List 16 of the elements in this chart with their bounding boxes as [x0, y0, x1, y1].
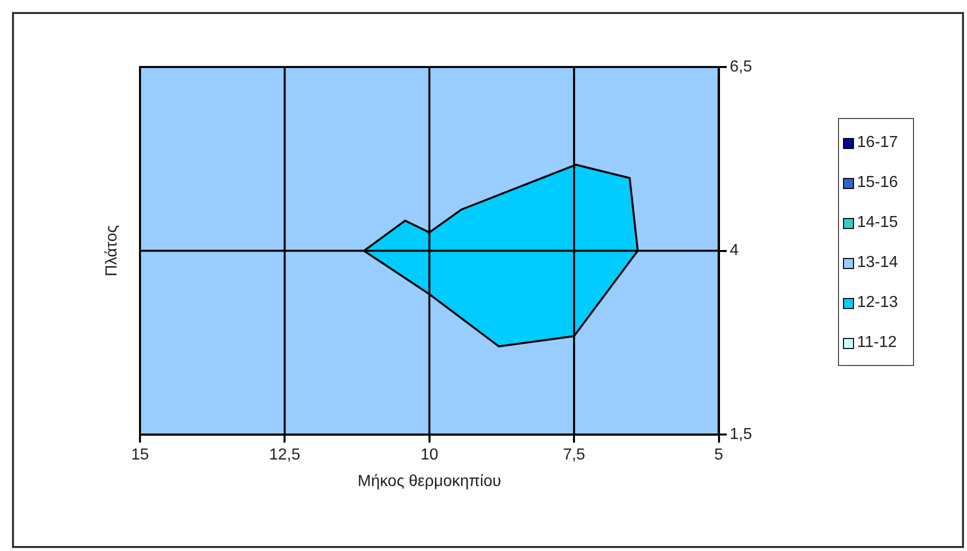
- y-tick-label: 4: [730, 242, 739, 260]
- legend-label: 14-15: [857, 214, 898, 232]
- y-tick-label: 6,5: [730, 58, 752, 76]
- x-tick-label: 12,5: [269, 446, 300, 464]
- x-tick-label: 15: [131, 446, 149, 464]
- x-tick-label: 5: [714, 446, 724, 464]
- x-tick-label: 7,5: [562, 446, 586, 464]
- y-axis-title: Πλάτος: [103, 224, 120, 276]
- legend-label: 16-17: [857, 134, 898, 152]
- legend-label: 15-16: [857, 174, 898, 192]
- legend-label: 13-14: [857, 254, 898, 272]
- x-tick-label: 10: [420, 446, 438, 464]
- legend-label: 11-12: [857, 334, 897, 352]
- y-tick-label: 1,5: [730, 426, 752, 444]
- legend-label: 12-13: [857, 294, 898, 312]
- x-axis-title: Μήκος θερμοκηπίου: [358, 472, 502, 490]
